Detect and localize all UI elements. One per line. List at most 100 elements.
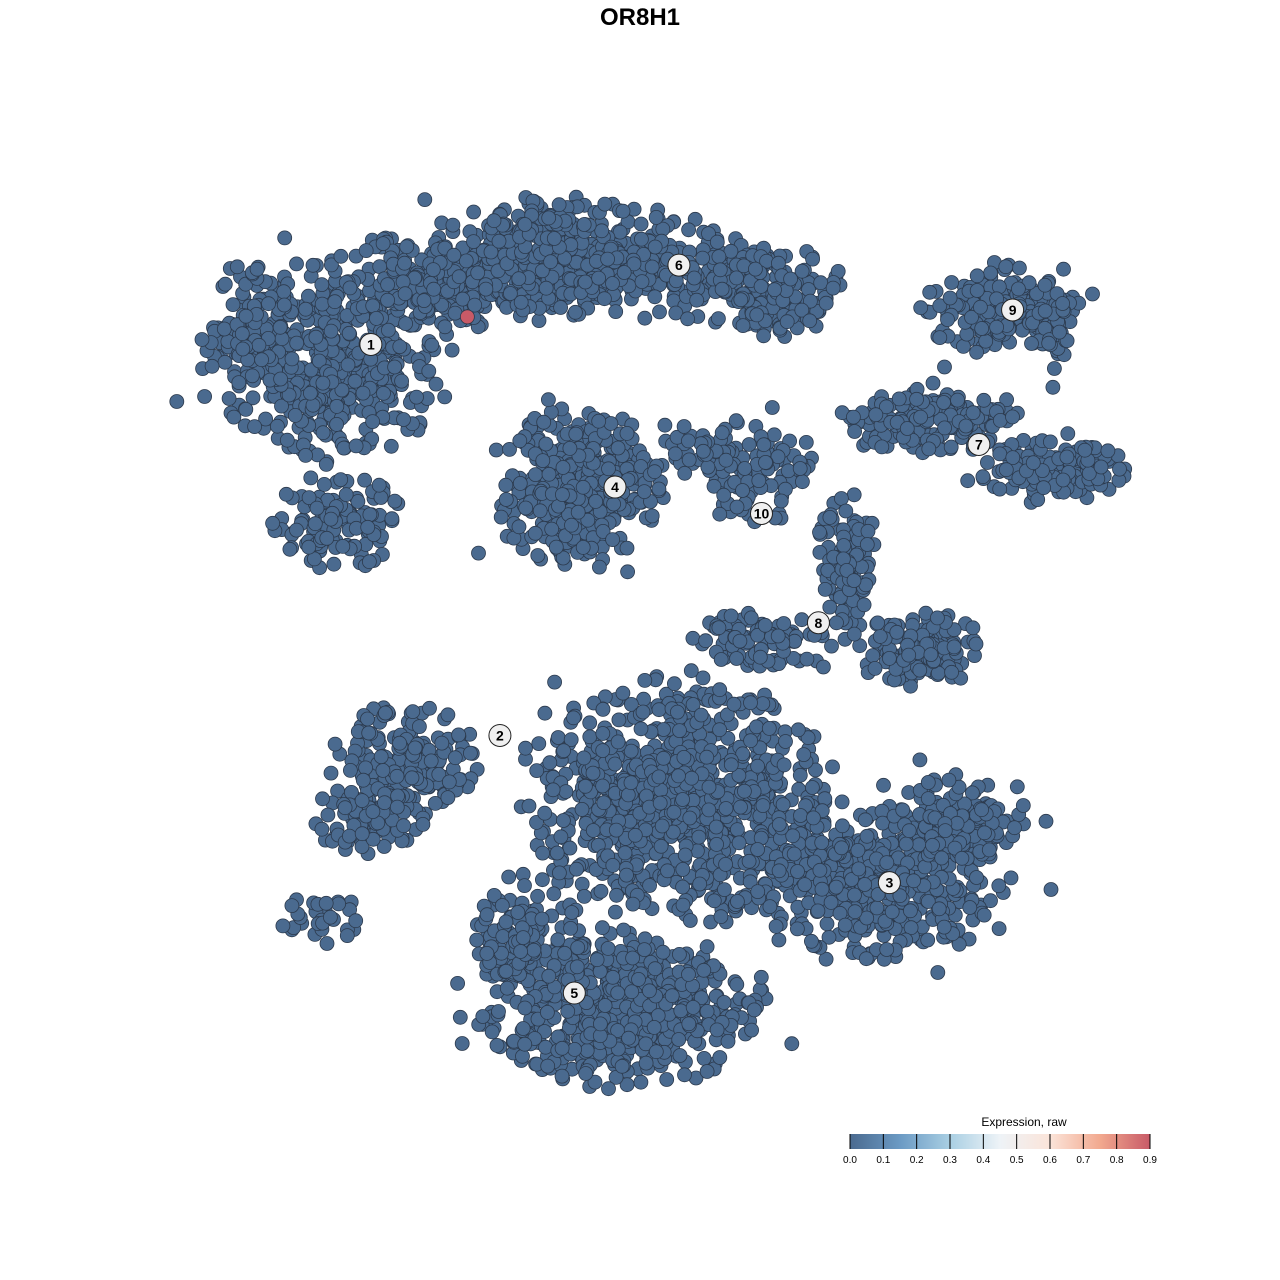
cell-point bbox=[276, 297, 292, 313]
cell-point bbox=[901, 823, 917, 839]
cell-point bbox=[373, 490, 389, 505]
cell-point bbox=[1055, 472, 1071, 488]
cell-point bbox=[709, 234, 725, 250]
cell-point bbox=[426, 281, 442, 297]
cell-point bbox=[681, 222, 696, 238]
cell-point bbox=[537, 805, 553, 821]
cell-point bbox=[471, 545, 486, 561]
cell-point bbox=[535, 845, 550, 861]
cell-point bbox=[1003, 870, 1019, 886]
cell-point bbox=[837, 917, 853, 933]
cell-point bbox=[314, 296, 330, 312]
cell-point bbox=[693, 707, 709, 723]
cell-point bbox=[362, 507, 378, 522]
cell-point bbox=[595, 726, 611, 741]
cell-point bbox=[298, 301, 314, 317]
cell-point bbox=[790, 864, 805, 879]
cell-point bbox=[608, 304, 624, 320]
cell-point bbox=[651, 702, 667, 718]
cell-point bbox=[314, 821, 330, 837]
cell-point bbox=[681, 452, 697, 468]
cell-point bbox=[277, 230, 293, 246]
cell-point bbox=[711, 311, 726, 327]
cell-point bbox=[992, 481, 1008, 497]
cell-point bbox=[380, 292, 396, 308]
cell-point bbox=[925, 375, 941, 391]
cell-point bbox=[882, 651, 897, 666]
cell-point bbox=[648, 209, 664, 225]
cell-point bbox=[314, 277, 330, 293]
cell-point bbox=[730, 822, 745, 837]
cell-point bbox=[338, 487, 354, 503]
cell-point bbox=[714, 281, 730, 297]
cell-point bbox=[647, 464, 662, 480]
cell-point bbox=[771, 255, 786, 271]
cell-point bbox=[850, 843, 866, 858]
cell-point bbox=[931, 901, 947, 917]
cell-point bbox=[733, 799, 748, 815]
cell-point bbox=[859, 537, 875, 552]
cell-point bbox=[944, 275, 959, 290]
cell-point bbox=[545, 782, 561, 798]
cell-point bbox=[761, 721, 777, 736]
cell-point bbox=[194, 332, 210, 347]
cell-point bbox=[427, 796, 443, 811]
cell-point bbox=[825, 759, 840, 775]
cell-point bbox=[392, 735, 408, 751]
cell-point bbox=[1041, 335, 1057, 351]
cell-point bbox=[1059, 449, 1075, 465]
cell-point bbox=[913, 300, 929, 316]
cell-point bbox=[969, 344, 984, 360]
cell-point bbox=[287, 407, 303, 423]
cell-point bbox=[541, 466, 557, 482]
cell-point bbox=[384, 511, 400, 527]
cell-point bbox=[998, 462, 1014, 478]
cell-point bbox=[675, 792, 690, 807]
cell-point bbox=[891, 391, 907, 407]
cell-point bbox=[315, 791, 330, 807]
cell-point bbox=[932, 330, 948, 346]
cell-point bbox=[204, 358, 220, 374]
cell-point bbox=[817, 791, 833, 807]
cell-point bbox=[348, 438, 364, 454]
cell-point bbox=[799, 651, 815, 667]
cell-point bbox=[847, 887, 862, 903]
cell-point bbox=[397, 286, 413, 302]
cell-point bbox=[354, 793, 370, 808]
cell-point bbox=[529, 763, 545, 778]
cell-point bbox=[805, 251, 820, 267]
cell-point bbox=[538, 436, 554, 452]
cell-point bbox=[512, 475, 528, 491]
cell-point bbox=[247, 419, 263, 435]
cell-point bbox=[225, 297, 241, 313]
cell-point bbox=[303, 470, 319, 486]
cell-point bbox=[899, 421, 915, 436]
cell-point bbox=[708, 819, 724, 835]
cell-point bbox=[578, 778, 593, 794]
cell-point bbox=[1043, 434, 1058, 450]
cell-point bbox=[889, 624, 905, 640]
cell-point bbox=[376, 385, 391, 401]
cell-point bbox=[576, 217, 592, 232]
cell-point bbox=[771, 817, 787, 832]
cell-point bbox=[978, 333, 994, 349]
cell-point bbox=[865, 648, 881, 663]
cell-point bbox=[535, 453, 551, 469]
cell-point bbox=[667, 676, 682, 692]
cell-point bbox=[518, 740, 533, 756]
cell-point bbox=[635, 704, 651, 720]
cell-point bbox=[1047, 361, 1062, 376]
cell-point bbox=[991, 878, 1007, 894]
cell-point bbox=[1024, 336, 1039, 351]
cell-point bbox=[805, 780, 820, 795]
cell-point bbox=[289, 256, 304, 272]
cell-point bbox=[300, 288, 316, 304]
cell-point bbox=[595, 743, 611, 758]
cell-point bbox=[974, 802, 989, 818]
cell-point bbox=[858, 951, 874, 967]
cell-point bbox=[585, 765, 601, 781]
cell-point bbox=[903, 903, 918, 919]
cell-point bbox=[389, 799, 405, 815]
cell-point bbox=[619, 425, 635, 441]
